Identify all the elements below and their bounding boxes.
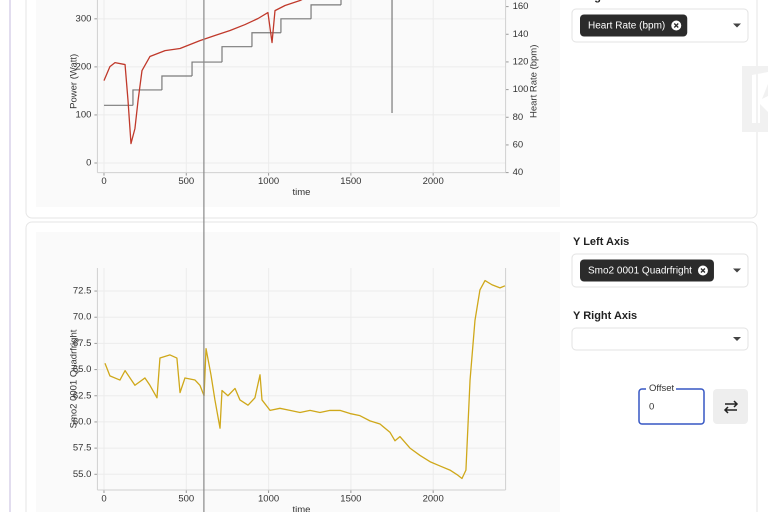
y-tick-label: 55.0 xyxy=(73,469,92,480)
power-step xyxy=(161,75,193,90)
y2-tick-label: 80 xyxy=(513,112,524,123)
dropdown-arrow[interactable] xyxy=(733,23,741,28)
x-axis-label: time xyxy=(293,505,311,512)
x-tick-label: 1500 xyxy=(340,176,361,187)
dropdown-arrow[interactable] xyxy=(733,337,741,341)
y2-tick-label: 120 xyxy=(513,56,529,67)
y-tick-label: 70.0 xyxy=(73,312,92,323)
y2-tick-label: 100 xyxy=(513,84,529,95)
x-tick-label: 2000 xyxy=(423,176,444,187)
plot-area xyxy=(104,279,506,480)
x-tick-label: 500 xyxy=(178,494,194,505)
y-axis-label: Smo2 0001 Quadrfright xyxy=(69,329,80,428)
y-tick-label: 72.5 xyxy=(73,286,92,297)
background-logo xyxy=(742,66,768,132)
y-tick-label: 62.5 xyxy=(73,390,92,401)
y-tick-label: 300 xyxy=(76,13,92,24)
plot-area xyxy=(103,0,393,145)
swap-button[interactable] xyxy=(713,389,748,424)
select-box[interactable] xyxy=(571,327,749,351)
controls: Y Right Axis Heart Rate (bpm) Y Left Axis S… xyxy=(571,0,749,425)
power-step xyxy=(280,18,312,33)
plot-panel xyxy=(36,232,560,512)
x-tick-label: 2000 xyxy=(423,494,444,505)
chip-bg xyxy=(580,14,688,37)
y-tick-label: 200 xyxy=(76,61,92,72)
series-line xyxy=(103,0,303,145)
power-step xyxy=(340,0,342,5)
y2-tick-label: 140 xyxy=(513,29,529,40)
chip-remove-x xyxy=(673,23,679,28)
x-tick-label: 1500 xyxy=(340,494,361,505)
chip[interactable]: Heart Rate (bpm) xyxy=(580,14,688,37)
power-step xyxy=(191,61,222,77)
offset-value: 0 xyxy=(649,402,654,413)
x-tick-label: 1000 xyxy=(258,494,279,505)
y2-tick-label: 40 xyxy=(513,167,524,178)
y-tick-label: 0 xyxy=(86,158,91,169)
y-tick-label: 60.0 xyxy=(73,416,92,427)
charts: 0 500 1000 1500 2000 0 100 200 300 40 60 80 100 120 14… xyxy=(69,0,540,512)
field-label: Y Left Axis xyxy=(573,236,629,248)
y-axis-label: Power (Watt) xyxy=(69,54,80,109)
chip[interactable]: Smo2 0001 Quadrfright xyxy=(580,259,714,282)
y2-tick-label: 60 xyxy=(513,139,524,150)
y-tick-label: 65.0 xyxy=(73,364,92,375)
x-axis-label: time xyxy=(293,187,311,198)
x-tick-label: 0 xyxy=(101,176,106,187)
plot-panel xyxy=(36,0,560,207)
chip-label: Heart Rate (bpm) xyxy=(588,21,665,32)
x-tick-label: 0 xyxy=(101,494,106,505)
chart: 0 500 1000 1500 2000 0 100 200 300 40 60 80 100 120 14… xyxy=(69,0,540,198)
power-step xyxy=(310,4,342,19)
field-label: Y Right Axis xyxy=(573,0,637,3)
field-label: Y Right Axis xyxy=(573,310,637,322)
power-step xyxy=(221,46,252,63)
dropdown-arrow[interactable] xyxy=(733,268,741,273)
swap-icon xyxy=(723,400,739,414)
offset-label-bg xyxy=(646,384,676,393)
chart: 0 500 1000 1500 2000 55.0 57.5 60.0 62.5 65.0 67.5… xyxy=(69,268,507,512)
y2-tick-label: 160 xyxy=(513,1,529,12)
x-tick-label: 1000 xyxy=(258,176,279,187)
chip-remove-x xyxy=(700,268,706,273)
chip-bg xyxy=(580,259,714,282)
offset-label: Offset xyxy=(649,383,675,394)
series-line xyxy=(104,279,506,480)
y-tick-label: 100 xyxy=(76,109,92,120)
y2-axis-label: Heart Rate (bpm) xyxy=(529,45,540,118)
y-tick-label: 67.5 xyxy=(73,338,92,349)
power-step xyxy=(132,89,162,106)
x-tick-label: 500 xyxy=(178,176,194,187)
chip-label: Smo2 0001 Quadrfright xyxy=(588,266,692,277)
y-tick-label: 57.5 xyxy=(73,443,92,454)
